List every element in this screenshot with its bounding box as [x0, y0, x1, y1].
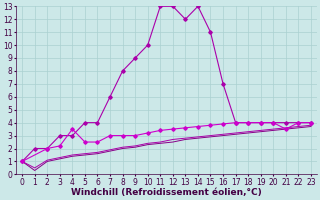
X-axis label: Windchill (Refroidissement éolien,°C): Windchill (Refroidissement éolien,°C) [71, 188, 262, 197]
